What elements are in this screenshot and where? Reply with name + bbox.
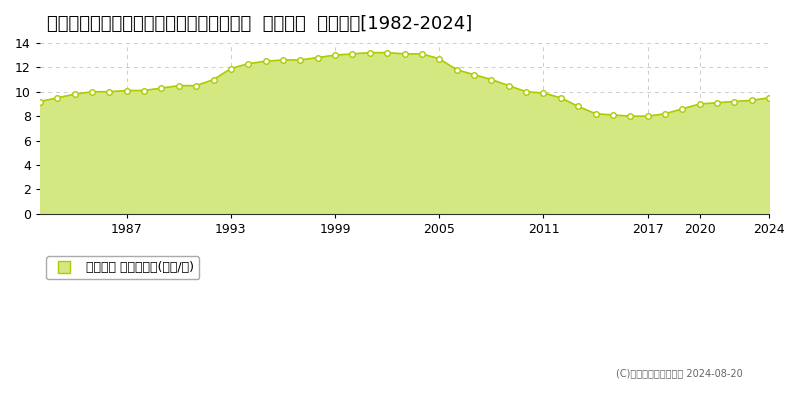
Text: 鳥取県西伯郡日吉津村大字日吉津８９８番  地価公示  地価推移[1982-2024]: 鳥取県西伯郡日吉津村大字日吉津８９８番 地価公示 地価推移[1982-2024] — [47, 15, 473, 33]
Legend: 地価公示 平均坪単価(万円/坪): 地価公示 平均坪単価(万円/坪) — [46, 256, 199, 280]
Text: (C)土地価格ドットコム 2024-08-20: (C)土地価格ドットコム 2024-08-20 — [616, 368, 742, 378]
